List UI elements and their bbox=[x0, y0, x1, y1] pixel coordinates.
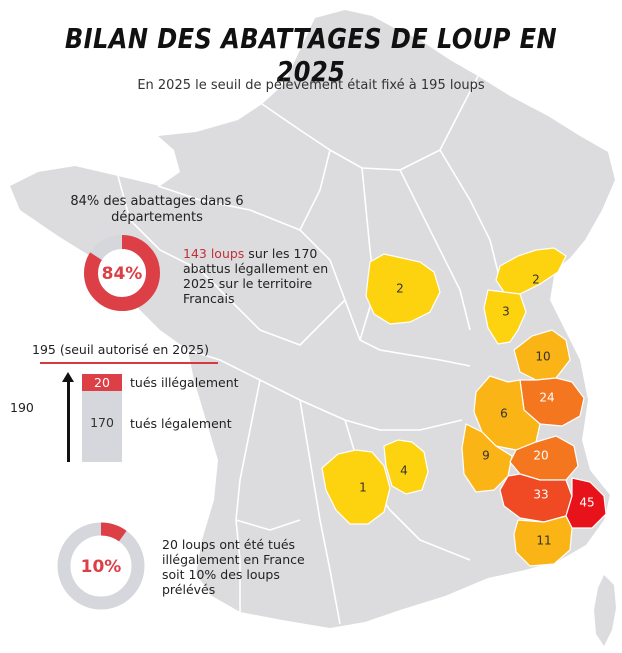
departements-heading: 84% des abattages dans 6 départements bbox=[70, 194, 244, 225]
dept-doubs bbox=[495, 247, 567, 295]
department-value-labels: 2 2 3 10 24 6 9 20 33 45 11 1 4 bbox=[359, 273, 594, 548]
arrow-up-icon bbox=[62, 372, 74, 382]
donut-10-segment bbox=[57, 522, 145, 610]
corsica bbox=[594, 575, 616, 646]
page-subtitle: En 2025 le seuil de pélèvement était fix… bbox=[137, 78, 485, 93]
threshold-label: 195 (seuil autorisé en 2025) bbox=[32, 342, 209, 357]
value-drome: 9 bbox=[482, 449, 490, 463]
donut-84: 84% bbox=[84, 235, 160, 311]
value-lozere: 4 bbox=[400, 464, 408, 478]
legal-label: tués légalement bbox=[130, 416, 232, 431]
value-alpes-de-haute-provence: 33 bbox=[533, 488, 548, 502]
illegal-label: tués illégalement bbox=[130, 375, 239, 390]
dept-drome bbox=[461, 423, 513, 493]
departements-text: 143 loups sur les 170 abattus légallemen… bbox=[183, 246, 343, 306]
departements-body: sur les 170 abattus légallement en 2025 … bbox=[183, 246, 329, 306]
value-isere: 6 bbox=[500, 407, 508, 421]
value-alpes-maritimes: 45 bbox=[579, 496, 594, 510]
legal-bar: 170 bbox=[82, 391, 122, 462]
dept-var bbox=[513, 515, 573, 567]
page-title: BILAN DES ABATTAGES DE LOUP EN 2025 bbox=[64, 22, 558, 88]
value-cote-d-or: 2 bbox=[396, 282, 404, 296]
region-borders bbox=[117, 75, 501, 625]
dept-aveyron bbox=[321, 449, 391, 525]
donut-84-label: 84% bbox=[102, 264, 143, 284]
dept-hautes-alpes bbox=[509, 435, 579, 481]
value-jura: 3 bbox=[502, 305, 510, 319]
dept-haute-savoie bbox=[513, 329, 571, 381]
arrow-shaft bbox=[67, 380, 70, 462]
dept-lozere bbox=[383, 439, 429, 495]
donut-84-hole bbox=[91, 242, 153, 304]
value-hautes-alpes: 20 bbox=[533, 449, 548, 463]
value-aveyron: 1 bbox=[359, 481, 367, 495]
illegal-summary: 20 loups ont été tués illégalement en Fr… bbox=[162, 537, 305, 597]
dept-cote-d-or bbox=[365, 253, 441, 325]
departements-highlight: 143 loups bbox=[183, 246, 245, 261]
dept-jura bbox=[483, 289, 527, 345]
donut-10-label: 10% bbox=[81, 557, 122, 577]
dept-isere bbox=[473, 375, 541, 451]
dept-alpes-maritimes bbox=[565, 477, 607, 529]
illegal-bar: 20 bbox=[82, 374, 122, 391]
donut-84-segment bbox=[84, 235, 160, 311]
value-savoie: 24 bbox=[539, 391, 554, 405]
donut-10-hole bbox=[64, 529, 138, 603]
total-label: 190 bbox=[10, 400, 34, 415]
value-doubs: 2 bbox=[532, 273, 540, 287]
value-haute-savoie: 10 bbox=[535, 350, 550, 364]
donut-10: 10% bbox=[57, 522, 145, 610]
value-var: 11 bbox=[536, 534, 551, 548]
threshold-line bbox=[40, 362, 218, 364]
